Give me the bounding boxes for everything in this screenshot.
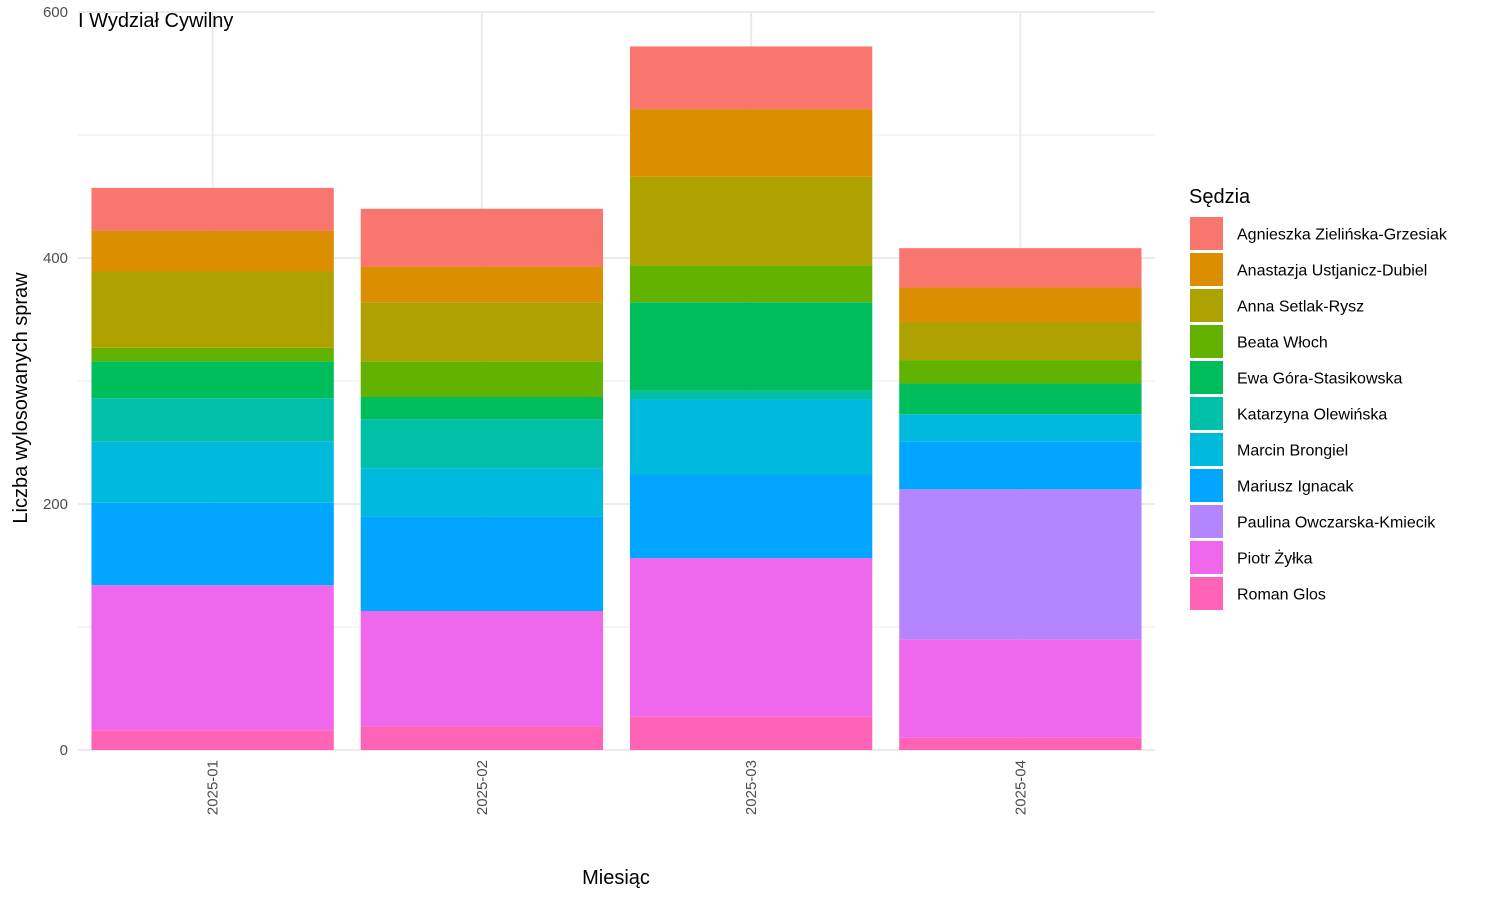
bar-segment [91, 347, 334, 362]
x-tick-label: 2025-02 [474, 760, 491, 815]
x-tick-label: 2025-03 [743, 760, 760, 815]
bar-segment [899, 360, 1142, 384]
legend-swatch [1190, 505, 1223, 538]
legend-swatch [1190, 469, 1223, 502]
chart-title: I Wydział Cywilny [78, 10, 233, 32]
bar-segment [360, 361, 604, 397]
legend-label: Ewa Góra-Stasikowska [1237, 371, 1402, 388]
bar-segment [629, 399, 873, 475]
bar-segment [899, 383, 1142, 415]
bar-segment [360, 208, 604, 267]
bar-segment [360, 302, 604, 362]
legend-label: Anastazja Ustjanicz-Dubiel [1237, 263, 1427, 280]
x-axis-ticks: 2025-01 2025-02 2025-03 2025-04 [205, 760, 1030, 815]
y-tick-label: 600 [43, 4, 68, 21]
legend-swatch [1190, 433, 1223, 466]
bar-segment [629, 716, 873, 750]
bar-segment [899, 321, 1142, 361]
bar-segment [899, 441, 1142, 490]
legend-label: Piotr Żyłka [1237, 549, 1313, 568]
y-tick-label: 200 [43, 496, 68, 513]
bar-segment [360, 468, 604, 517]
legend-label: Paulina Owczarska-Kmiecik [1237, 515, 1436, 532]
bar-segment [91, 271, 334, 348]
bar-segment [899, 737, 1142, 750]
bar-segment [899, 489, 1142, 640]
bar-segment [360, 516, 604, 612]
legend-swatch [1190, 289, 1223, 322]
legend-label: Beata Włoch [1237, 335, 1328, 352]
bar-segment [629, 46, 873, 110]
legend-swatch [1190, 361, 1223, 394]
bar-segment [629, 109, 873, 177]
bar-segment [629, 302, 873, 391]
bar-segment [629, 176, 873, 266]
bar-segment [360, 396, 604, 420]
bar-segment [91, 230, 334, 272]
bar-segment [629, 474, 873, 559]
bar-segment [91, 398, 334, 442]
bar-segment [629, 265, 873, 303]
y-axis-ticks: 0 200 400 600 [43, 4, 68, 759]
legend-label: Roman Glos [1237, 587, 1326, 604]
legend: Sędzia Agnieszka Zielińska-Grzesiak Anast… [1189, 186, 1448, 610]
legend-swatch [1190, 253, 1223, 286]
bar-segment [91, 187, 334, 231]
legend-swatch [1190, 541, 1223, 574]
bar-segment [91, 730, 334, 750]
legend-label: Katarzyna Olewińska [1237, 407, 1387, 424]
x-axis-title: Miesiąc [582, 867, 650, 889]
y-tick-label: 0 [60, 742, 68, 759]
legend-label: Marcin Brongiel [1237, 443, 1348, 460]
bars [91, 46, 1142, 750]
x-tick-label: 2025-01 [205, 760, 222, 815]
bar-segment [91, 502, 334, 586]
legend-label: Mariusz Ignacak [1237, 479, 1354, 496]
bar-segment [629, 558, 873, 717]
y-axis-title: Liczba wylosowanych spraw [10, 272, 32, 524]
legend-title: Sędzia [1189, 186, 1251, 208]
bar-segment [360, 266, 604, 303]
bar-segment [899, 248, 1142, 288]
legend-label: Agnieszka Zielińska-Grzesiak [1237, 227, 1448, 244]
bar-segment [899, 287, 1142, 322]
bar-segment [91, 361, 334, 399]
bar-segment [360, 611, 604, 727]
y-tick-label: 400 [43, 250, 68, 267]
bar-segment [360, 726, 604, 750]
bar-segment [360, 419, 604, 469]
legend-label: Anna Setlak-Rysz [1237, 299, 1364, 316]
bar-segment [899, 639, 1142, 738]
x-tick-label: 2025-04 [1012, 760, 1029, 815]
legend-swatch [1190, 325, 1223, 358]
legend-swatch [1190, 577, 1223, 610]
bar-segment [91, 585, 334, 731]
bar-segment [899, 414, 1142, 442]
bar-segment [91, 441, 334, 503]
legend-swatch [1190, 217, 1223, 250]
legend-swatch [1190, 397, 1223, 430]
bar-segment [629, 390, 873, 400]
